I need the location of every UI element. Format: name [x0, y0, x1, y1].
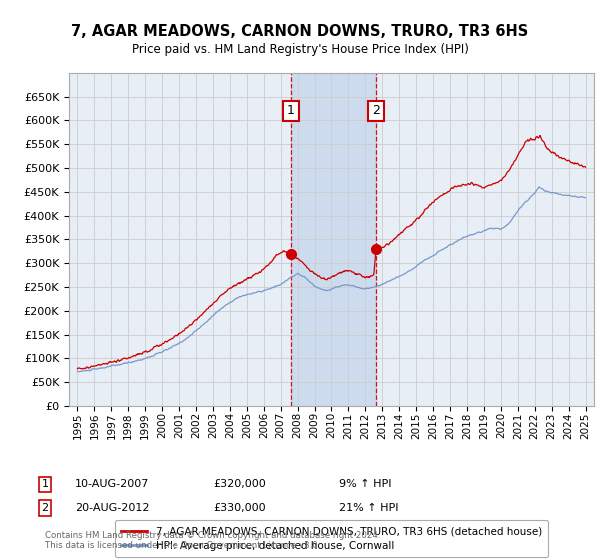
Text: 1: 1 [287, 104, 295, 118]
Text: 21% ↑ HPI: 21% ↑ HPI [339, 503, 398, 513]
Text: £320,000: £320,000 [213, 479, 266, 489]
Text: 7, AGAR MEADOWS, CARNON DOWNS, TRURO, TR3 6HS: 7, AGAR MEADOWS, CARNON DOWNS, TRURO, TR… [71, 24, 529, 39]
Text: 10-AUG-2007: 10-AUG-2007 [75, 479, 149, 489]
Text: 1: 1 [41, 479, 49, 489]
Text: Contains HM Land Registry data © Crown copyright and database right 2024.
This d: Contains HM Land Registry data © Crown c… [45, 531, 380, 550]
Bar [291, 73, 376, 406]
Text: 20-AUG-2012: 20-AUG-2012 [75, 503, 149, 513]
Text: 9% ↑ HPI: 9% ↑ HPI [339, 479, 391, 489]
Text: 2: 2 [41, 503, 49, 513]
Text: 2: 2 [372, 104, 380, 118]
Text: Price paid vs. HM Land Registry's House Price Index (HPI): Price paid vs. HM Land Registry's House … [131, 43, 469, 55]
Text: £330,000: £330,000 [213, 503, 266, 513]
Legend: 7, AGAR MEADOWS, CARNON DOWNS, TRURO, TR3 6HS (detached house), HPI: Average pri: 7, AGAR MEADOWS, CARNON DOWNS, TRURO, TR… [115, 520, 548, 557]
